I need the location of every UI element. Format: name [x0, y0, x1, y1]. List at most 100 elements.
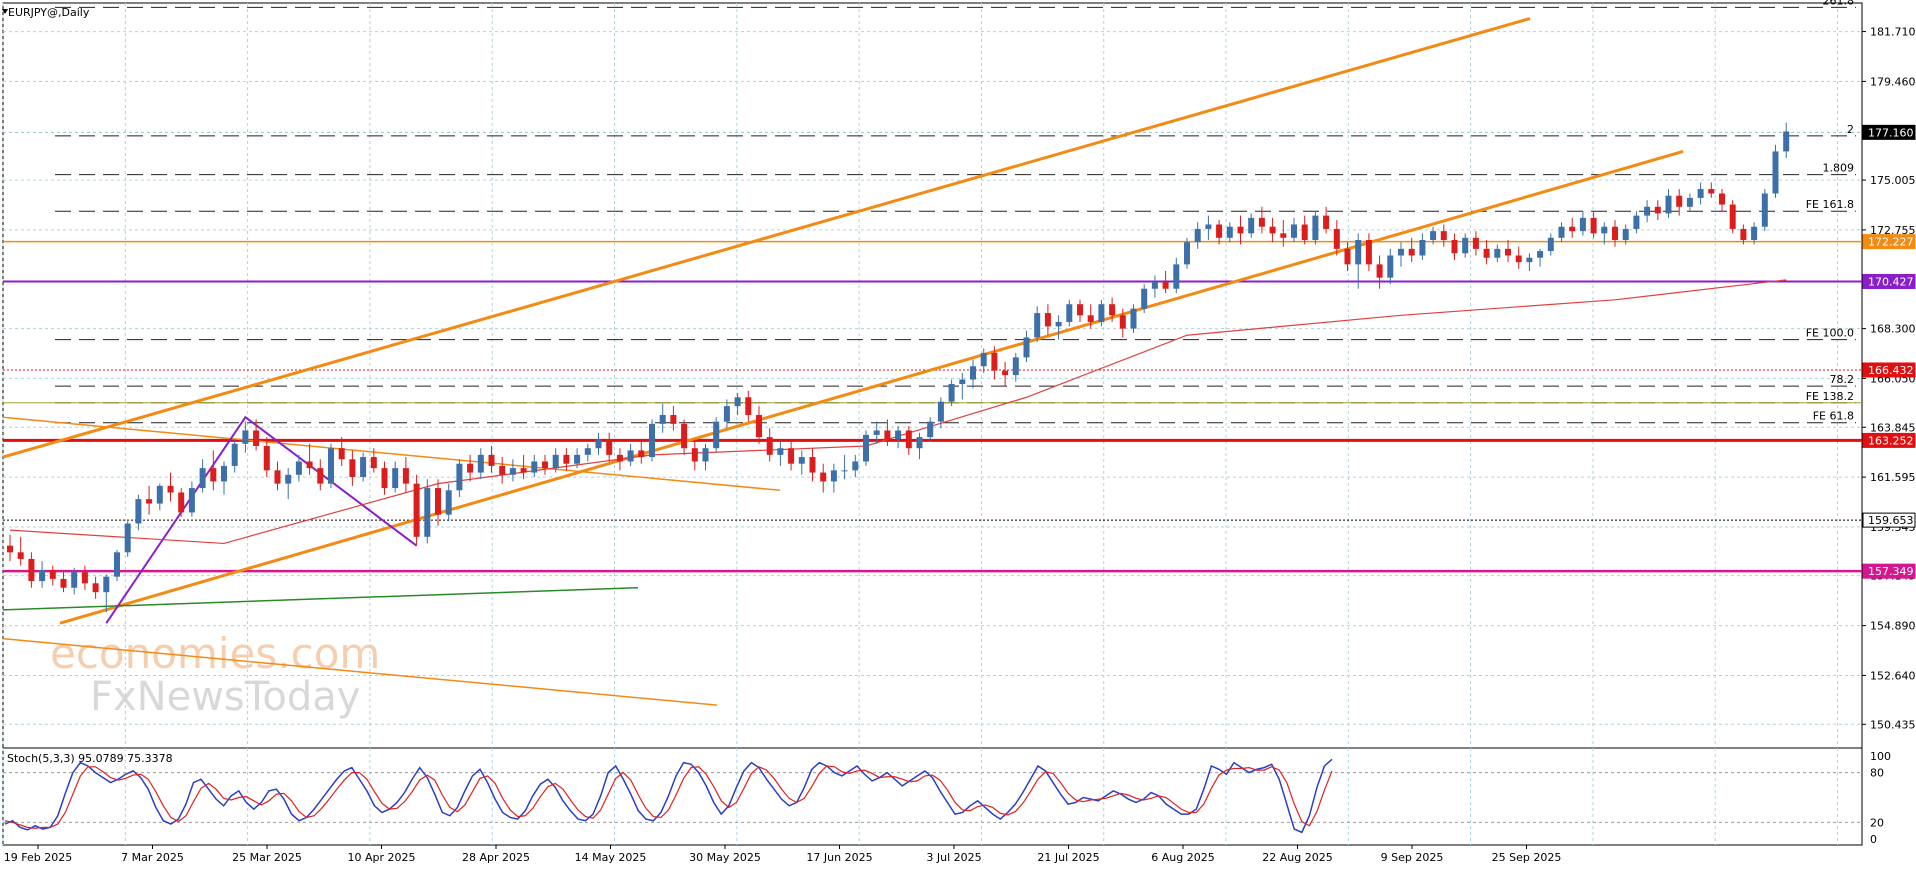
candle-body — [1077, 304, 1083, 316]
candle-body — [1430, 231, 1437, 240]
price-tag-label: 170.427 — [1868, 275, 1914, 288]
candle-body — [552, 454, 559, 469]
candle-body — [60, 578, 67, 588]
candle-body — [263, 445, 270, 471]
candle-body — [1130, 308, 1137, 329]
candle-body — [948, 383, 955, 402]
candle-body — [1344, 248, 1351, 265]
candle-body — [1462, 237, 1469, 254]
fib-level-label: FE 161.8 — [1806, 198, 1854, 211]
candle-body — [424, 488, 431, 537]
candle-body — [1119, 315, 1126, 329]
x-tick-label: 21 Jul 2025 — [1037, 851, 1099, 864]
candle-body — [1173, 264, 1180, 289]
watermark-fxnewstoday: FxNewsToday — [90, 674, 360, 720]
candle-body — [1248, 217, 1255, 234]
stochastic-panel[interactable]: 100 80 20 0 — [3, 750, 1891, 846]
fib-level-label: 78.2 — [1830, 373, 1855, 386]
candle-body — [873, 430, 880, 435]
candle-body — [734, 397, 741, 407]
price-tag — [1862, 234, 1916, 250]
candle-body — [1729, 204, 1736, 229]
candle-body — [306, 461, 313, 469]
candle-body — [820, 472, 827, 482]
candle-body — [1697, 189, 1704, 198]
fib-level-label: FE 138.2 — [1806, 390, 1854, 403]
candle-body — [1301, 224, 1308, 240]
candle-body — [1622, 228, 1629, 240]
candle-body — [124, 523, 131, 553]
y-tick-label: 179.460 — [1870, 75, 1916, 88]
x-tick-label: 17 Jun 2025 — [806, 851, 872, 864]
candle-body — [402, 468, 409, 484]
fib-level-label: 261.8 — [1823, 0, 1855, 7]
candle-body — [1323, 215, 1330, 229]
price-tag — [1862, 362, 1916, 378]
price-tag — [1862, 563, 1916, 579]
chart-menu-icon[interactable] — [2, 9, 8, 14]
candle-body — [970, 366, 976, 380]
candle-body — [1579, 217, 1586, 232]
candle-body — [723, 406, 730, 422]
candle-body — [627, 450, 634, 462]
candle-body — [1740, 228, 1747, 240]
candle-body — [616, 454, 623, 462]
candle-body — [1398, 248, 1404, 256]
candle-body — [1291, 224, 1297, 238]
candle-body — [1387, 255, 1394, 278]
candle-body — [114, 552, 120, 577]
candle-body — [231, 443, 238, 466]
channel-lower — [59, 149, 1684, 625]
candle-body — [1451, 239, 1458, 254]
candle-body — [317, 468, 324, 484]
fib-level-label: 1.809 — [1823, 162, 1855, 175]
candle-body — [135, 499, 142, 524]
price-tag-label: 163.252 — [1868, 434, 1914, 447]
candle-body — [499, 465, 506, 475]
candle-body — [199, 468, 206, 489]
candle-body — [574, 454, 581, 464]
price-tag — [1862, 124, 1916, 140]
candle-body — [1558, 226, 1565, 238]
x-tick-label: 25 Sep 2025 — [1492, 851, 1562, 864]
candle-body — [188, 488, 195, 513]
candle-body — [1237, 226, 1244, 234]
candle-body — [905, 430, 912, 449]
candle-body — [1547, 237, 1554, 252]
candle-body — [702, 448, 709, 462]
candle-body — [1376, 264, 1383, 278]
candle-body — [713, 421, 720, 449]
candle-body — [1365, 239, 1372, 265]
candle-body — [1269, 226, 1276, 234]
candle-body — [1537, 251, 1544, 258]
long-ma-line — [2, 586, 639, 611]
candle-body — [1526, 257, 1533, 263]
candle-body — [531, 461, 538, 473]
candle-body — [991, 352, 998, 371]
candle-body — [49, 570, 56, 579]
candle-body — [852, 461, 859, 471]
candle-body — [937, 401, 944, 422]
indicator-label: Stoch(5,3,3) 95.0789 75.3378 — [7, 752, 173, 765]
candle-body — [71, 572, 78, 588]
candle-body — [916, 437, 923, 449]
candle-body — [1044, 313, 1051, 327]
fib-level-label: 2 — [1847, 123, 1854, 136]
candle-body — [1205, 224, 1212, 229]
x-tick-label: 10 Apr 2025 — [347, 851, 415, 864]
candle-body — [1505, 248, 1511, 256]
candle-body — [584, 448, 591, 455]
down-trendline — [2, 416, 781, 492]
candle-body — [1216, 224, 1223, 238]
candle-body — [360, 457, 367, 477]
candle-body — [563, 454, 570, 464]
x-tick-label: 30 May 2025 — [689, 851, 761, 864]
price-grid — [2, 3, 1862, 845]
candle-body — [285, 474, 292, 484]
x-tick-label: 3 Jul 2025 — [926, 851, 981, 864]
candle-body — [349, 459, 356, 477]
candle-body — [1087, 315, 1094, 322]
